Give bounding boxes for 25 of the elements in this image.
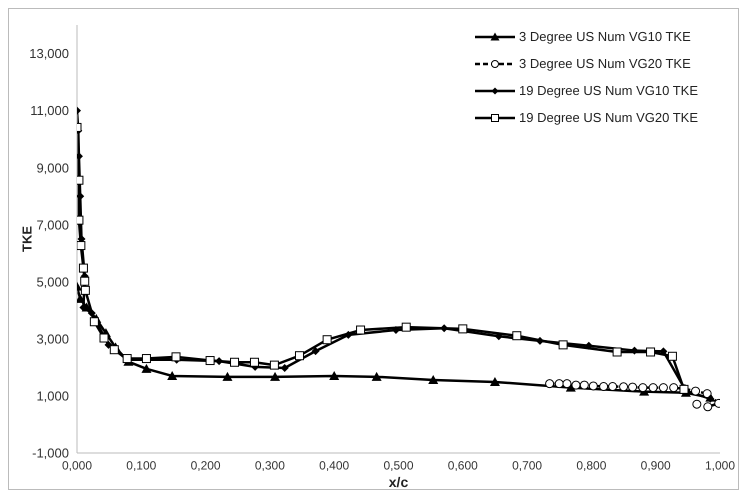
legend-label: 3 Degree US Num VG10 TKE xyxy=(519,29,691,44)
x-tick-label: 0,400 xyxy=(319,458,350,473)
y-tick-label: 11,000 xyxy=(30,103,69,118)
y-tick-label: 5,000 xyxy=(36,274,69,290)
x-tick-label: 0,700 xyxy=(512,458,542,473)
y-tick-label: 3,000 xyxy=(36,331,69,346)
x-tick-label: 0,200 xyxy=(190,458,221,473)
x-tick-label: 1,000 xyxy=(704,458,736,473)
x-tick-label: 0,800 xyxy=(576,458,607,473)
x-tick-label: 0,300 xyxy=(254,458,286,473)
x-tick-label: 0,500 xyxy=(383,458,414,473)
y-tick-label: 7,000 xyxy=(36,217,69,232)
x-tick-label: 0,900 xyxy=(640,458,672,473)
x-tick-label: 0,100 xyxy=(126,458,157,473)
x-tick-label: 0,600 xyxy=(448,458,478,473)
y-tick-label: 9,000 xyxy=(36,160,69,176)
x-axis-title: x/c xyxy=(388,474,408,490)
legend-label: 3 Degree US Num VG20 TKE xyxy=(519,56,691,71)
y-tick-label: -1,000 xyxy=(32,446,69,461)
y-tick-label: 13,000 xyxy=(29,46,69,62)
legend-label: 19 Degree US Num VG10 TKE xyxy=(519,83,698,98)
x-tick-label: 0,000 xyxy=(62,458,92,473)
y-axis-title: TKE xyxy=(20,226,35,252)
y-tick-label: 1,000 xyxy=(36,388,69,404)
legend-label: 19 Degree US Num VG20 TKE xyxy=(519,110,698,125)
